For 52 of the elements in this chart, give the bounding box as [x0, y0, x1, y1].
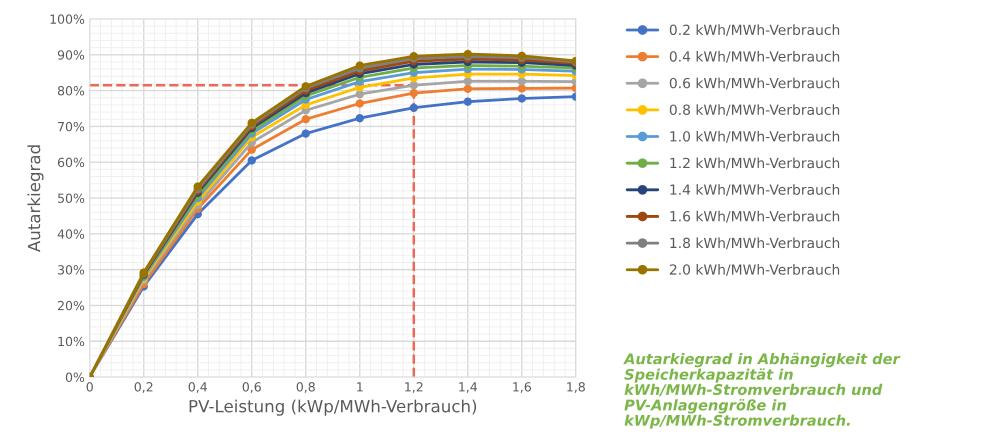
text: Autarkiegrad in Abhängigkeit der Speicherkapazität in kWh/MWh-Stromverbrauch und PV-Anlagengröße in kWp/MWh-Stromverbrauch. [623, 352, 900, 429]
point [302, 115, 310, 124]
point [518, 94, 526, 103]
point [356, 61, 364, 70]
y-tick-label: 30% [58, 265, 84, 275]
legend-label: 1.8 kWh/MWh-Verbrauch [670, 237, 840, 250]
point [518, 77, 526, 86]
y-tick-label: 70% [58, 122, 84, 132]
point [518, 84, 526, 93]
point [302, 129, 310, 138]
legend-label: 1.6 kWh/MWh-Verbrauch [670, 210, 840, 223]
x-tick-label: 1,4 [459, 382, 478, 393]
legend-label: 0.8 kWh/MWh-Verbrauch [670, 104, 840, 116]
point [410, 104, 418, 112]
point [464, 98, 472, 106]
point [464, 50, 472, 58]
x-tick-label: 0,4 [188, 382, 207, 393]
y-tick-label: 10% [58, 336, 84, 346]
x-tick-label: 1,6 [513, 382, 531, 393]
x-tick-label: 0,8 [296, 382, 315, 393]
y-tick-label: 40% [58, 229, 84, 239]
y-tick-label: 20% [58, 300, 84, 310]
legend-label: 1.0 kWh/MWh-Verbrauch [670, 130, 840, 143]
y-tick-label: 100% [50, 14, 84, 24]
point [410, 52, 418, 60]
x-tick-label: 1,8 [567, 382, 585, 393]
legend-label: 0.4 kWh/MWh-Verbrauch [670, 50, 840, 63]
point [194, 182, 202, 191]
x-axis-title: PV-Leistung (kWp/MWh-Verbrauch) [190, 400, 476, 416]
legend-label: 2.0 kWh/MWh-Verbrauch [670, 264, 840, 276]
point [464, 77, 472, 86]
y-tick-label: 60% [58, 158, 84, 168]
point [356, 114, 364, 122]
x-tick-label: 1 [357, 382, 363, 392]
point [410, 88, 418, 98]
y-tick-label: 50% [58, 193, 84, 203]
x-tick-label: 0 [86, 382, 93, 392]
x-tick-label: 0,2 [134, 382, 152, 393]
point [248, 156, 256, 165]
y-tick-label: 0% [66, 372, 84, 382]
point [464, 84, 472, 93]
x-tick-label: 0,6 [242, 382, 261, 393]
y-axis-title: Autarkiegrad [27, 145, 44, 252]
y-tick-label: 90% [58, 50, 84, 60]
legend-label: 0.6 kWh/MWh-Verbrauch [670, 78, 840, 90]
y-tick-label: 80% [58, 86, 84, 96]
legend-label: 1.4 kWh/MWh-Verbrauch [670, 184, 840, 196]
legend-label: 0.2 kWh/MWh-Verbrauch [670, 24, 840, 36]
point [410, 81, 418, 90]
legend-label: 1.2 kWh/MWh-Verbrauch [670, 157, 840, 170]
point [356, 99, 364, 108]
x-tick-label: 1,2 [405, 382, 422, 393]
